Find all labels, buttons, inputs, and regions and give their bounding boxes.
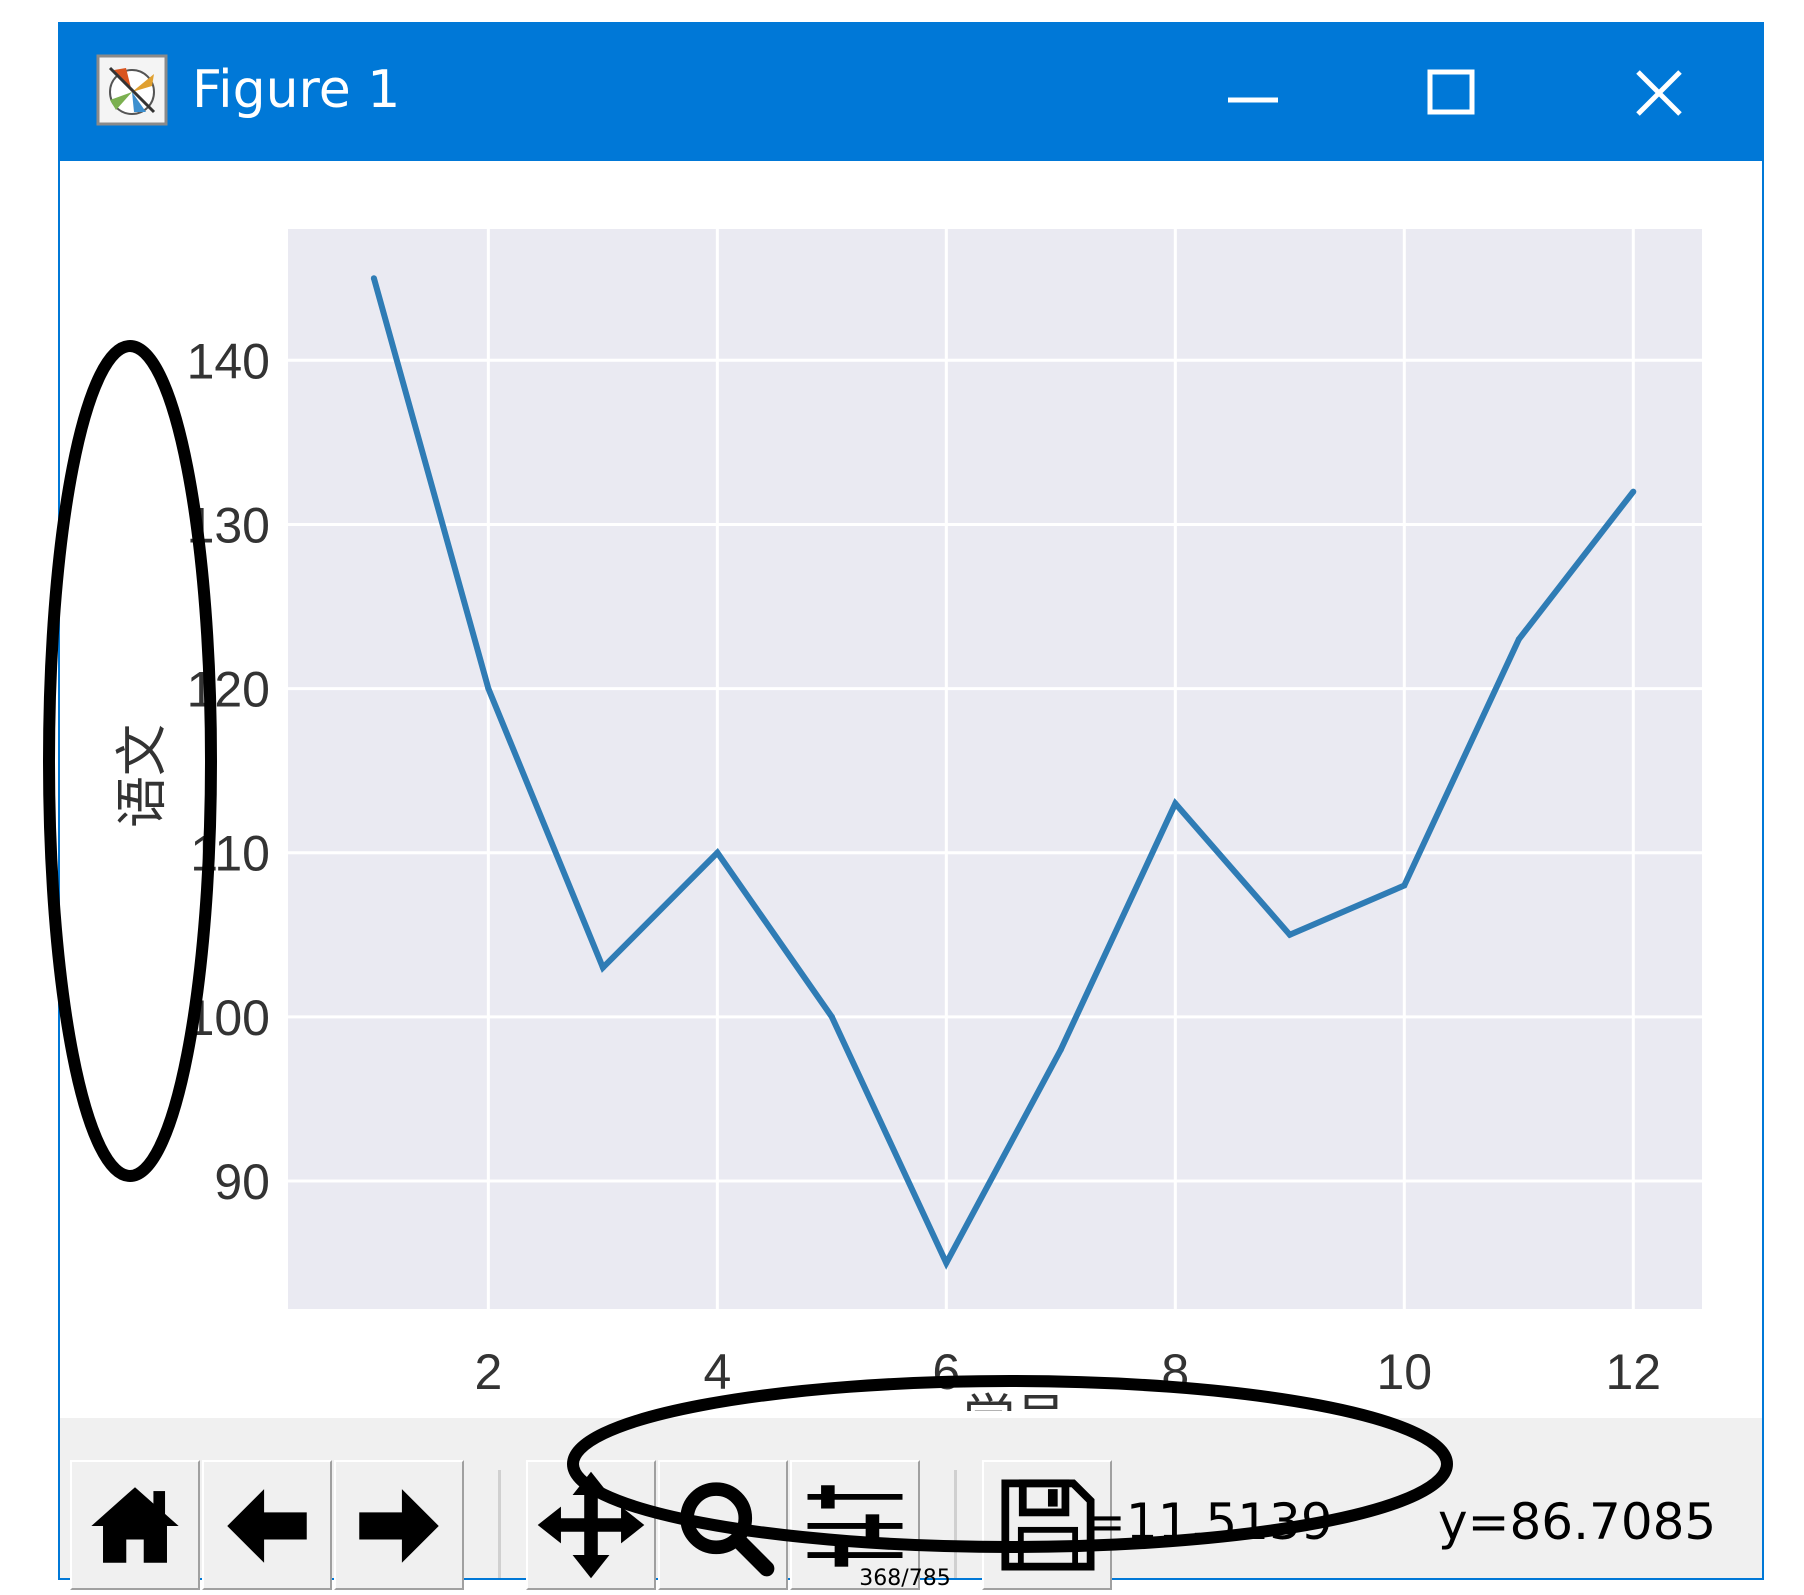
chart-series-line xyxy=(371,277,1636,1270)
chart-data-point xyxy=(943,1260,950,1267)
y-tick-label: 130 xyxy=(187,497,270,553)
move-icon xyxy=(537,1471,645,1579)
window-titlebar[interactable]: Figure 1 xyxy=(60,24,1762,161)
home-button[interactable] xyxy=(70,1460,200,1590)
home-icon xyxy=(91,1487,179,1563)
zoom-button[interactable] xyxy=(658,1460,788,1590)
chart-data-point xyxy=(599,964,606,971)
chart-data-point xyxy=(1401,882,1408,889)
toolbar-separator xyxy=(954,1470,957,1578)
arrow-left-icon xyxy=(227,1489,307,1563)
close-button[interactable] xyxy=(1604,44,1714,140)
matplotlib-app-icon xyxy=(96,54,168,126)
y-tick-label: 110 xyxy=(190,826,270,882)
y-axis-label: 语文 xyxy=(113,724,173,828)
x-tick-label: 8 xyxy=(1161,1344,1189,1400)
x-tick-label: 4 xyxy=(703,1344,731,1400)
maximize-icon xyxy=(1427,69,1475,115)
close-icon xyxy=(1636,70,1682,116)
x-axis-label: 学号 xyxy=(963,1390,1067,1411)
minimize-button[interactable] xyxy=(1198,44,1308,140)
chart-data-point xyxy=(1286,931,1293,938)
chart-data-point xyxy=(1057,1046,1064,1053)
maximize-button[interactable] xyxy=(1396,44,1506,140)
figure-window: Figure 1 2 4 6 8 10 xyxy=(58,22,1764,1590)
back-button[interactable] xyxy=(202,1460,332,1590)
y-tick-label: 90 xyxy=(214,1154,270,1210)
y-tick-label: 140 xyxy=(187,333,270,389)
chart-data-point xyxy=(1172,800,1179,807)
line-chart: 2 4 6 8 10 12 90 100 110 120 130 140 语文 学号 xyxy=(113,229,1702,1411)
cursor-y-coordinate: y=86.7085 xyxy=(1438,1493,1717,1551)
arrow-right-icon xyxy=(359,1489,439,1563)
chart-data-point xyxy=(1515,636,1522,643)
chart-data-point xyxy=(714,849,721,856)
chart-data-point xyxy=(485,685,492,692)
chart-data-point xyxy=(828,1013,835,1020)
plot-area xyxy=(288,229,1702,1309)
forward-button[interactable] xyxy=(334,1460,464,1590)
minimize-icon xyxy=(1228,97,1278,103)
chart-data-point xyxy=(370,275,377,282)
window-title: Figure 1 xyxy=(192,60,401,120)
y-tick-label: 100 xyxy=(187,990,270,1046)
toolbar-separator xyxy=(498,1470,501,1578)
navigation-toolbar: =11.5139 y=86.7085 xyxy=(60,1418,1762,1590)
x-tick-label: 2 xyxy=(474,1344,502,1400)
x-tick-label: 10 xyxy=(1377,1344,1433,1400)
chart-data-point xyxy=(1630,488,1637,495)
cursor-x-coordinate: =11.5139 xyxy=(1084,1493,1333,1551)
x-tick-label: 6 xyxy=(932,1344,960,1400)
figure-canvas[interactable]: 2 4 6 8 10 12 90 100 110 120 130 140 语文 学号 xyxy=(60,161,1762,1411)
x-tick-label: 12 xyxy=(1605,1344,1661,1400)
pan-button[interactable] xyxy=(526,1460,656,1590)
magnifier-icon xyxy=(680,1482,775,1577)
page-counter: 368/785 xyxy=(859,1566,951,1591)
y-tick-label: 120 xyxy=(187,662,270,718)
